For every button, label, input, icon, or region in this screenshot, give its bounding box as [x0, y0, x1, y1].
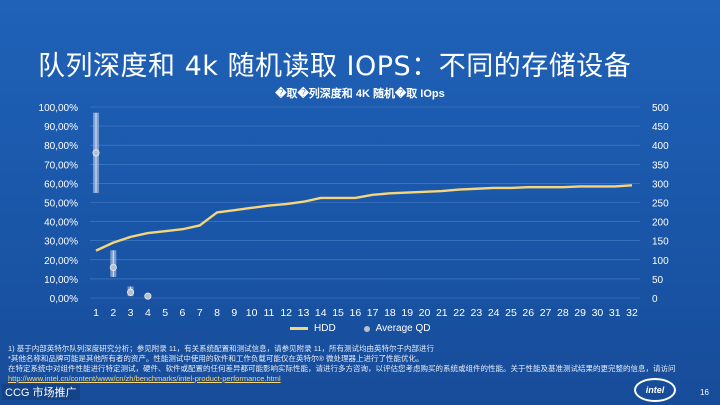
market-label: CCG 市场推广 [2, 384, 80, 400]
x-tick-label: 14 [315, 307, 327, 319]
x-tick-label: 25 [505, 307, 517, 319]
left-tick-label: 20,00% [44, 256, 78, 267]
x-tick-label: 26 [522, 307, 534, 319]
right-tick-label: 0 [652, 294, 658, 305]
hdd-median-point [92, 149, 100, 157]
x-tick-label: 32 [626, 307, 638, 319]
left-tick-label: 50,00% [44, 199, 78, 210]
x-tick-label: 5 [162, 307, 168, 319]
right-tick-label: 250 [652, 199, 669, 210]
x-tick-label: 6 [180, 307, 186, 319]
left-tick-label: 10,00% [44, 275, 78, 286]
left-tick-label: 100,00% [39, 103, 79, 114]
legend-swatch-average-qd [363, 325, 370, 332]
legend-label-average-qd: Average QD [375, 323, 431, 334]
average-qd-line [95, 184, 633, 252]
right-tick-label: 100 [652, 256, 669, 267]
chart-title: �取�列深度和 4K 随机�取 IOps [275, 88, 445, 100]
right-tick-label: 50 [652, 275, 664, 286]
x-tick-label: 27 [540, 307, 552, 319]
hdd-median-point [127, 288, 135, 296]
legend-swatch-hdd [290, 327, 308, 330]
x-tick-label: 29 [574, 307, 586, 319]
right-tick-label: 200 [652, 218, 669, 229]
x-tick-label: 31 [609, 307, 621, 319]
footnote-line: *其他名称和品牌可能是其他所有者的资产。性能测试中使用的软件和工作负载可能仅在英… [8, 354, 424, 363]
x-tick-label: 11 [263, 307, 274, 319]
slide-title: 队列深度和 4k 随机读取 IOPS：不同的存储设备 [38, 51, 632, 82]
right-tick-label: 450 [652, 122, 669, 133]
legend-label-hdd: HDD [314, 323, 336, 334]
footnote-line: 在特定系统中对组件性能进行特定测试，硬件、软件或配置的任何差异都可能影响实际性能… [8, 364, 676, 373]
x-tick-label: 16 [350, 307, 362, 319]
hdd-median-point [109, 263, 117, 271]
x-tick-label: 18 [384, 307, 396, 319]
x-tick-label: 17 [367, 307, 379, 319]
page-number: 16 [700, 388, 709, 397]
legend-item-hdd: HDD [290, 323, 336, 334]
x-tick-label: 24 [488, 307, 500, 319]
legend-item-average-qd: Average QD [363, 323, 431, 334]
left-tick-label: 70,00% [44, 160, 78, 171]
right-tick-label: 350 [652, 160, 669, 171]
x-tick-label: 12 [280, 307, 292, 319]
chart-legend: HDD Average QD [290, 323, 431, 334]
footnotes: 1) 基于内部英特尔队列深度研究分析；参见附录 11，有关系统配置和测试信息，请… [8, 344, 708, 384]
x-tick-label: 22 [453, 307, 465, 319]
x-tick-label: 21 [436, 307, 448, 319]
x-tick-label: 9 [231, 307, 237, 319]
intel-logo: intel [634, 378, 676, 402]
x-tick-label: 19 [401, 307, 413, 319]
right-tick-label: 400 [652, 141, 669, 152]
left-tick-label: 80,00% [44, 141, 78, 152]
x-tick-label: 23 [471, 307, 483, 319]
x-tick-label: 28 [557, 307, 569, 319]
left-tick-label: 60,00% [44, 179, 78, 190]
x-tick-label: 10 [246, 307, 258, 319]
footnote-line: 1) 基于内部英特尔队列深度研究分析；参见附录 11，有关系统配置和测试信息，请… [8, 344, 434, 353]
x-tick-label: 13 [298, 307, 310, 319]
x-tick-label: 7 [197, 307, 203, 319]
left-tick-label: 90,00% [44, 122, 78, 133]
x-tick-label: 30 [592, 307, 604, 319]
benchmark-link[interactable]: http://www.intel.cn/content/www/cn/zh/be… [8, 374, 281, 383]
left-tick-label: 30,00% [44, 237, 78, 248]
x-tick-label: 15 [332, 307, 344, 319]
left-tick-label: 0,00% [50, 294, 78, 305]
right-tick-label: 300 [652, 179, 669, 190]
x-tick-label: 4 [145, 307, 151, 319]
x-tick-label: 20 [419, 307, 431, 319]
hdd-median-point [144, 292, 152, 300]
right-tick-label: 150 [652, 237, 669, 248]
x-tick-label: 1 [93, 307, 99, 319]
right-tick-label: 500 [652, 103, 669, 114]
x-tick-label: 8 [214, 307, 220, 319]
x-tick-label: 3 [128, 307, 134, 319]
x-tick-label: 2 [110, 307, 116, 319]
left-tick-label: 40,00% [44, 218, 78, 229]
